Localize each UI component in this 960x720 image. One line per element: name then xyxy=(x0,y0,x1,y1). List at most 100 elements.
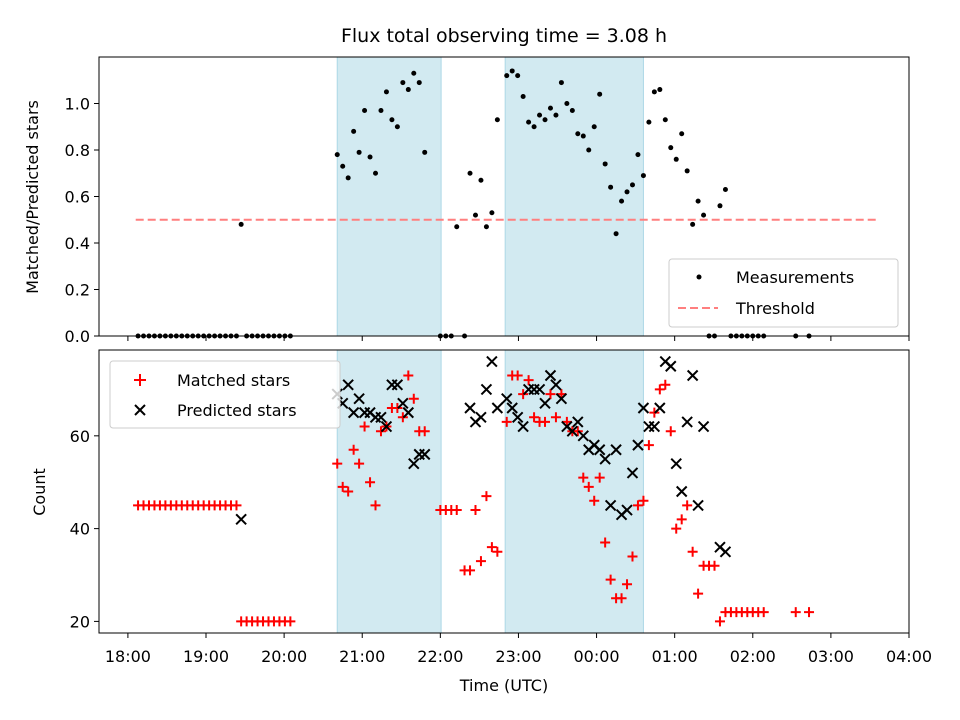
matched-star-point xyxy=(332,458,343,469)
measurement-point xyxy=(334,152,340,158)
measurement-point xyxy=(367,154,373,160)
matched-star-point xyxy=(578,472,589,483)
matched-star-point xyxy=(709,560,720,571)
top-y-tick-label: 0.4 xyxy=(65,234,90,253)
predicted-star-point xyxy=(637,402,650,414)
top-y-tick-label: 0.0 xyxy=(65,327,90,346)
predicted-star-point xyxy=(566,425,579,437)
predicted-star-point xyxy=(621,504,633,516)
predicted-star-point xyxy=(577,430,589,442)
measurement-point xyxy=(558,80,564,86)
measurement-point xyxy=(383,89,389,95)
measurement-point xyxy=(422,149,428,155)
x-tick-label: 18:00 xyxy=(105,647,151,666)
bottom-shaded-spans xyxy=(336,349,644,634)
x-tick-label: 22:00 xyxy=(417,647,463,666)
matched-star-point xyxy=(545,389,556,400)
matched-star-point xyxy=(337,481,348,492)
matched-star-point xyxy=(285,616,296,627)
top-legend: Measurements Threshold xyxy=(668,258,899,328)
legend-matched-marker xyxy=(134,374,146,386)
predicted-star-point xyxy=(397,397,409,410)
predicted-star-point xyxy=(402,406,415,419)
predicted-star-point xyxy=(675,485,688,498)
predicted-star-point xyxy=(599,453,611,465)
x-tick-label: 19:00 xyxy=(183,647,229,666)
matched-star-point xyxy=(512,370,523,381)
measurement-point xyxy=(356,149,362,155)
predicted-star-point xyxy=(464,402,476,414)
predicted-star-point xyxy=(572,416,584,428)
measurement-point xyxy=(668,145,674,151)
measurement-point xyxy=(483,224,489,230)
measurement-point xyxy=(624,189,630,195)
measurement-point xyxy=(580,133,586,139)
predicted-star-point xyxy=(506,402,518,414)
top-y-ticks: 0.0 0.2 0.4 0.6 0.8 1.0 xyxy=(65,95,99,346)
measurement-point xyxy=(591,124,597,130)
matched-star-point xyxy=(359,421,370,432)
chart-title: Flux total observing time = 3.08 h xyxy=(341,25,667,47)
top-y-tick-label: 1.0 xyxy=(65,95,90,114)
measurement-point xyxy=(478,177,484,183)
predicted-star-point xyxy=(686,369,699,382)
matched-star-point xyxy=(550,412,561,423)
bottom-shaded-span-0 xyxy=(336,349,442,634)
matched-star-point xyxy=(523,375,534,386)
matched-star-point xyxy=(572,426,583,437)
predicted-star-point xyxy=(665,360,677,372)
measurement-point xyxy=(553,112,559,118)
measurement-point xyxy=(416,80,422,86)
measurement-point xyxy=(373,170,379,176)
measurement-point xyxy=(400,80,406,86)
predicted-star-point xyxy=(486,355,498,368)
matched-star-point xyxy=(403,370,414,381)
matched-star-point xyxy=(492,546,503,557)
measurement-point xyxy=(635,152,641,158)
predicted-star-point xyxy=(408,457,420,470)
matched-star-point xyxy=(632,500,643,511)
measurement-point xyxy=(613,231,619,237)
matched-star-point xyxy=(693,588,704,599)
matched-star-point xyxy=(643,440,654,451)
measurement-point xyxy=(651,89,657,95)
top-shaded-span-0 xyxy=(336,56,442,337)
predicted-star-point xyxy=(342,379,354,391)
x-tick-label: 04:00 xyxy=(886,647,932,666)
legend-predicted-label: Predicted stars xyxy=(177,401,297,420)
measurement-point xyxy=(526,119,532,125)
measurement-point xyxy=(345,175,351,181)
x-tick-label: 00:00 xyxy=(574,647,620,666)
matched-star-point xyxy=(583,481,594,492)
predicted-star-point xyxy=(235,513,247,526)
legend-predicted-marker xyxy=(134,404,146,416)
measurement-point xyxy=(454,224,460,230)
bottom-y-tick-label: 40 xyxy=(70,520,90,539)
bottom-axes-frame xyxy=(98,349,910,634)
legend-matched-label: Matched stars xyxy=(177,371,290,390)
measurement-point xyxy=(515,73,521,79)
matched-star-point xyxy=(589,495,600,506)
predicted-star-point xyxy=(511,411,524,423)
predicted-star-point xyxy=(692,499,704,512)
predicted-star-point xyxy=(604,499,617,512)
matched-star-point xyxy=(348,444,359,455)
top-y-axis-label: Matched/Predicted stars xyxy=(23,100,42,294)
bottom-y-tick-label: 20 xyxy=(70,612,90,631)
matched-star-point xyxy=(529,412,540,423)
measurement-point xyxy=(378,107,384,113)
measurement-point xyxy=(472,212,478,218)
measurement-point xyxy=(238,221,244,227)
matched-star-point xyxy=(790,607,801,618)
predicted-star-point xyxy=(480,383,493,396)
predicted-star-point xyxy=(539,397,551,410)
measurement-point xyxy=(467,170,473,176)
top-y-tick-label: 0.2 xyxy=(65,281,90,300)
measurement-point xyxy=(405,87,411,93)
matched-star-point xyxy=(687,546,698,557)
measurement-point xyxy=(362,107,368,113)
measurement-point xyxy=(690,221,696,227)
bottom-shaded-span-1 xyxy=(504,349,644,634)
